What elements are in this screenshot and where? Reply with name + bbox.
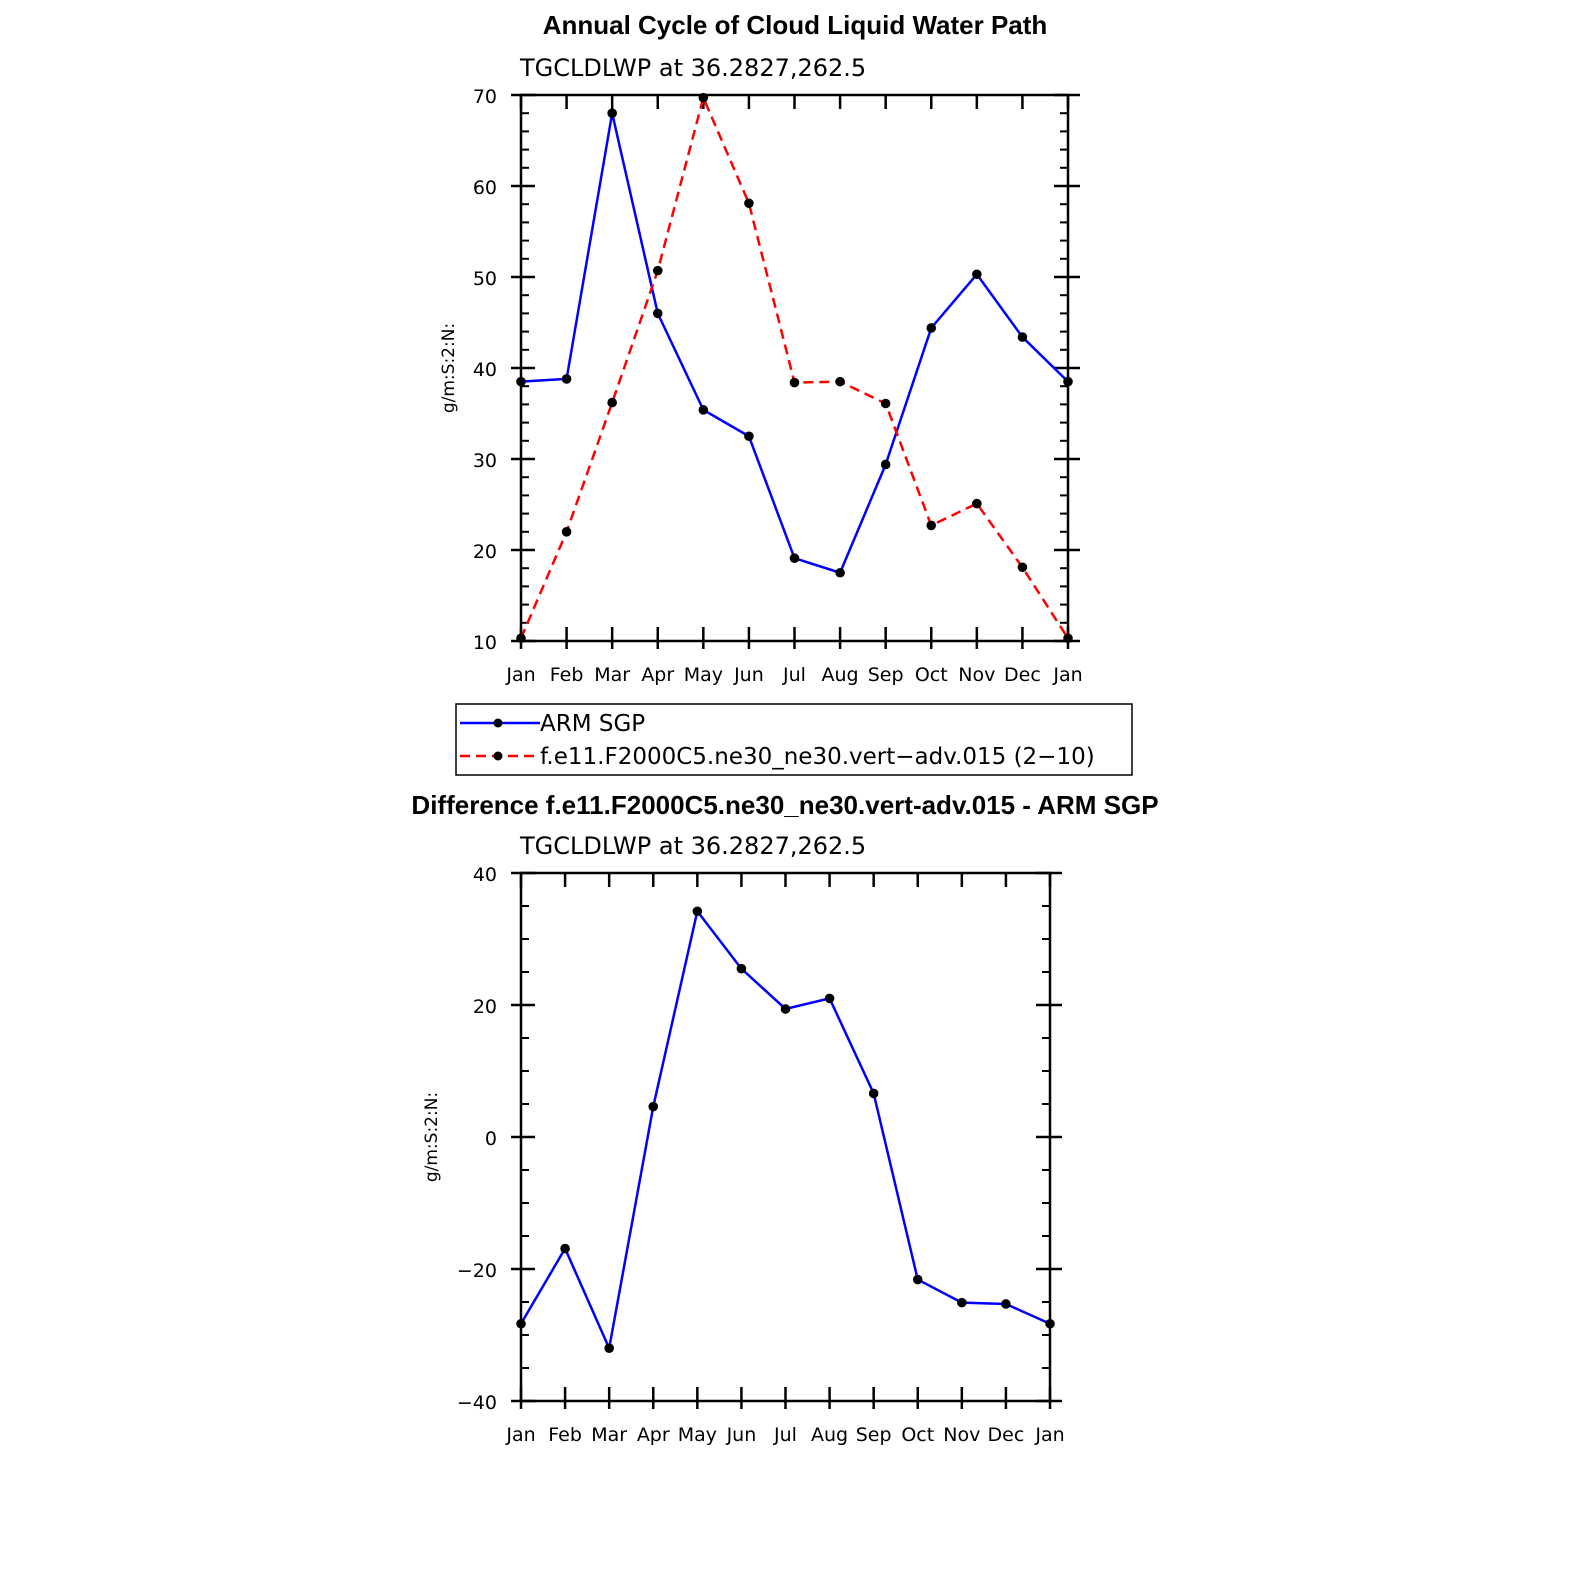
data-point bbox=[744, 431, 754, 442]
data-point bbox=[648, 1101, 659, 1112]
x-tick-label: Mar bbox=[594, 664, 630, 686]
data-point bbox=[744, 198, 754, 209]
y-tick-label: 40 bbox=[473, 864, 497, 886]
x-tick-label: Jan bbox=[505, 664, 535, 686]
x-tick-label: Mar bbox=[591, 1424, 627, 1446]
x-tick-label: Jan bbox=[1052, 664, 1082, 686]
data-point bbox=[561, 374, 572, 384]
y-tick-label: 60 bbox=[473, 177, 497, 199]
x-tick-label: Oct bbox=[915, 664, 948, 686]
y-tick-label: 20 bbox=[473, 541, 497, 563]
data-point bbox=[698, 405, 709, 415]
x-tick-label: May bbox=[684, 664, 723, 686]
plot-frame bbox=[519, 871, 1052, 1403]
x-tick-label: Aug bbox=[811, 1424, 848, 1446]
legend-box bbox=[455, 703, 1133, 776]
y-tick-labels: 10 20 30 40 50 60 70 bbox=[473, 86, 497, 654]
x-tick-label: Sep bbox=[856, 1424, 892, 1446]
data-point bbox=[926, 520, 937, 531]
data-point bbox=[607, 108, 617, 118]
y-tick-label: 70 bbox=[473, 86, 497, 108]
x-tick-labels: Jan Feb Mar Apr May Jun Jul Aug Sep Oct Nov Dec Jan bbox=[505, 1424, 1064, 1446]
y-tick-label: −40 bbox=[457, 1392, 497, 1414]
annual-cycle-chart: Annual Cycle of Cloud Liquid Water Path … bbox=[439, 10, 1083, 686]
x-tick-label: Feb bbox=[550, 664, 584, 686]
data-point bbox=[652, 308, 663, 319]
y-tick-labels: −40 −20 0 20 40 bbox=[457, 864, 497, 1414]
data-point bbox=[607, 397, 617, 408]
ticks bbox=[511, 871, 1062, 1409]
y-axis-label: g/m:S:2:N: bbox=[439, 323, 459, 413]
x-tick-label: Jul bbox=[782, 664, 806, 686]
x-tick-label: Apr bbox=[641, 664, 674, 686]
data-point bbox=[835, 567, 845, 578]
ticks bbox=[511, 93, 1080, 649]
legend-marker-model bbox=[493, 751, 503, 761]
data-point bbox=[957, 1297, 967, 1308]
x-tick-label: Sep bbox=[868, 664, 904, 686]
series-line-0 bbox=[520, 111, 1069, 574]
chart-subtitle: TGCLDLWP at 36.2827,262.5 bbox=[519, 832, 866, 860]
data-point bbox=[972, 269, 982, 280]
legend-label-arm-sgp: ARM SGP bbox=[540, 711, 645, 737]
x-tick-label: Dec bbox=[1004, 664, 1041, 686]
x-tick-label: Nov bbox=[943, 1424, 980, 1446]
data-point bbox=[1017, 562, 1028, 573]
legend: ARM SGP f.e11.F2000C5.ne30_ne30.vert−adv… bbox=[455, 703, 1133, 776]
x-tick-label: May bbox=[678, 1424, 717, 1446]
data-point bbox=[972, 498, 982, 509]
x-tick-label: Jun bbox=[733, 664, 764, 686]
data-point bbox=[868, 1088, 879, 1099]
data-point bbox=[824, 993, 835, 1004]
data-point bbox=[789, 553, 800, 563]
data-point bbox=[560, 1243, 570, 1254]
data-point bbox=[926, 323, 937, 333]
plot-frame bbox=[519, 93, 1070, 643]
difference-chart: Difference f.e11.F2000C5.ne30_ne30.vert-… bbox=[411, 790, 1158, 1446]
y-tick-label: 20 bbox=[473, 996, 497, 1018]
x-tick-labels: Jan Feb Mar Apr May Jun Jul Aug Sep Oct Nov Dec Jan bbox=[505, 664, 1082, 686]
y-tick-label: 0 bbox=[485, 1128, 497, 1150]
x-tick-label: Dec bbox=[988, 1424, 1025, 1446]
y-tick-label: 10 bbox=[473, 632, 497, 654]
x-tick-label: Oct bbox=[901, 1424, 934, 1446]
x-tick-label: Jan bbox=[1034, 1424, 1064, 1446]
series-markers bbox=[516, 906, 1055, 1353]
data-point bbox=[652, 265, 663, 276]
data-point bbox=[912, 1274, 923, 1285]
y-axis-label: g/m:S:2:N: bbox=[422, 1092, 442, 1182]
series-markers bbox=[516, 92, 1073, 644]
data-point bbox=[736, 963, 747, 974]
y-tick-label: 40 bbox=[473, 359, 497, 381]
legend-label-model: f.e11.F2000C5.ne30_ne30.vert−adv.015 (2−… bbox=[540, 744, 1095, 770]
y-tick-label: 50 bbox=[473, 268, 497, 290]
x-tick-label: Aug bbox=[822, 664, 859, 686]
x-tick-label: Feb bbox=[548, 1424, 582, 1446]
legend-marker-arm-sgp bbox=[493, 718, 503, 728]
x-tick-label: Jul bbox=[773, 1424, 797, 1446]
x-tick-label: Jun bbox=[726, 1424, 757, 1446]
x-tick-label: Apr bbox=[637, 1424, 670, 1446]
data-point bbox=[692, 906, 703, 917]
x-tick-label: Jan bbox=[505, 1424, 535, 1446]
y-tick-label: −20 bbox=[457, 1260, 497, 1282]
chart-title: Annual Cycle of Cloud Liquid Water Path bbox=[543, 10, 1048, 40]
data-point bbox=[789, 377, 800, 388]
data-point bbox=[561, 527, 572, 537]
data-point bbox=[880, 398, 891, 409]
y-tick-label: 30 bbox=[473, 450, 497, 472]
data-point bbox=[1001, 1299, 1011, 1309]
series-line-0 bbox=[519, 910, 1051, 1350]
data-point bbox=[780, 1004, 791, 1014]
data-point bbox=[835, 376, 845, 387]
data-point bbox=[880, 459, 891, 470]
data-point bbox=[604, 1343, 614, 1353]
chart-title: Difference f.e11.F2000C5.ne30_ne30.vert-… bbox=[411, 790, 1158, 820]
data-point bbox=[1017, 332, 1028, 342]
chart-subtitle: TGCLDLWP at 36.2827,262.5 bbox=[519, 54, 866, 82]
series-lines bbox=[519, 910, 1051, 1350]
x-tick-label: Nov bbox=[958, 664, 995, 686]
